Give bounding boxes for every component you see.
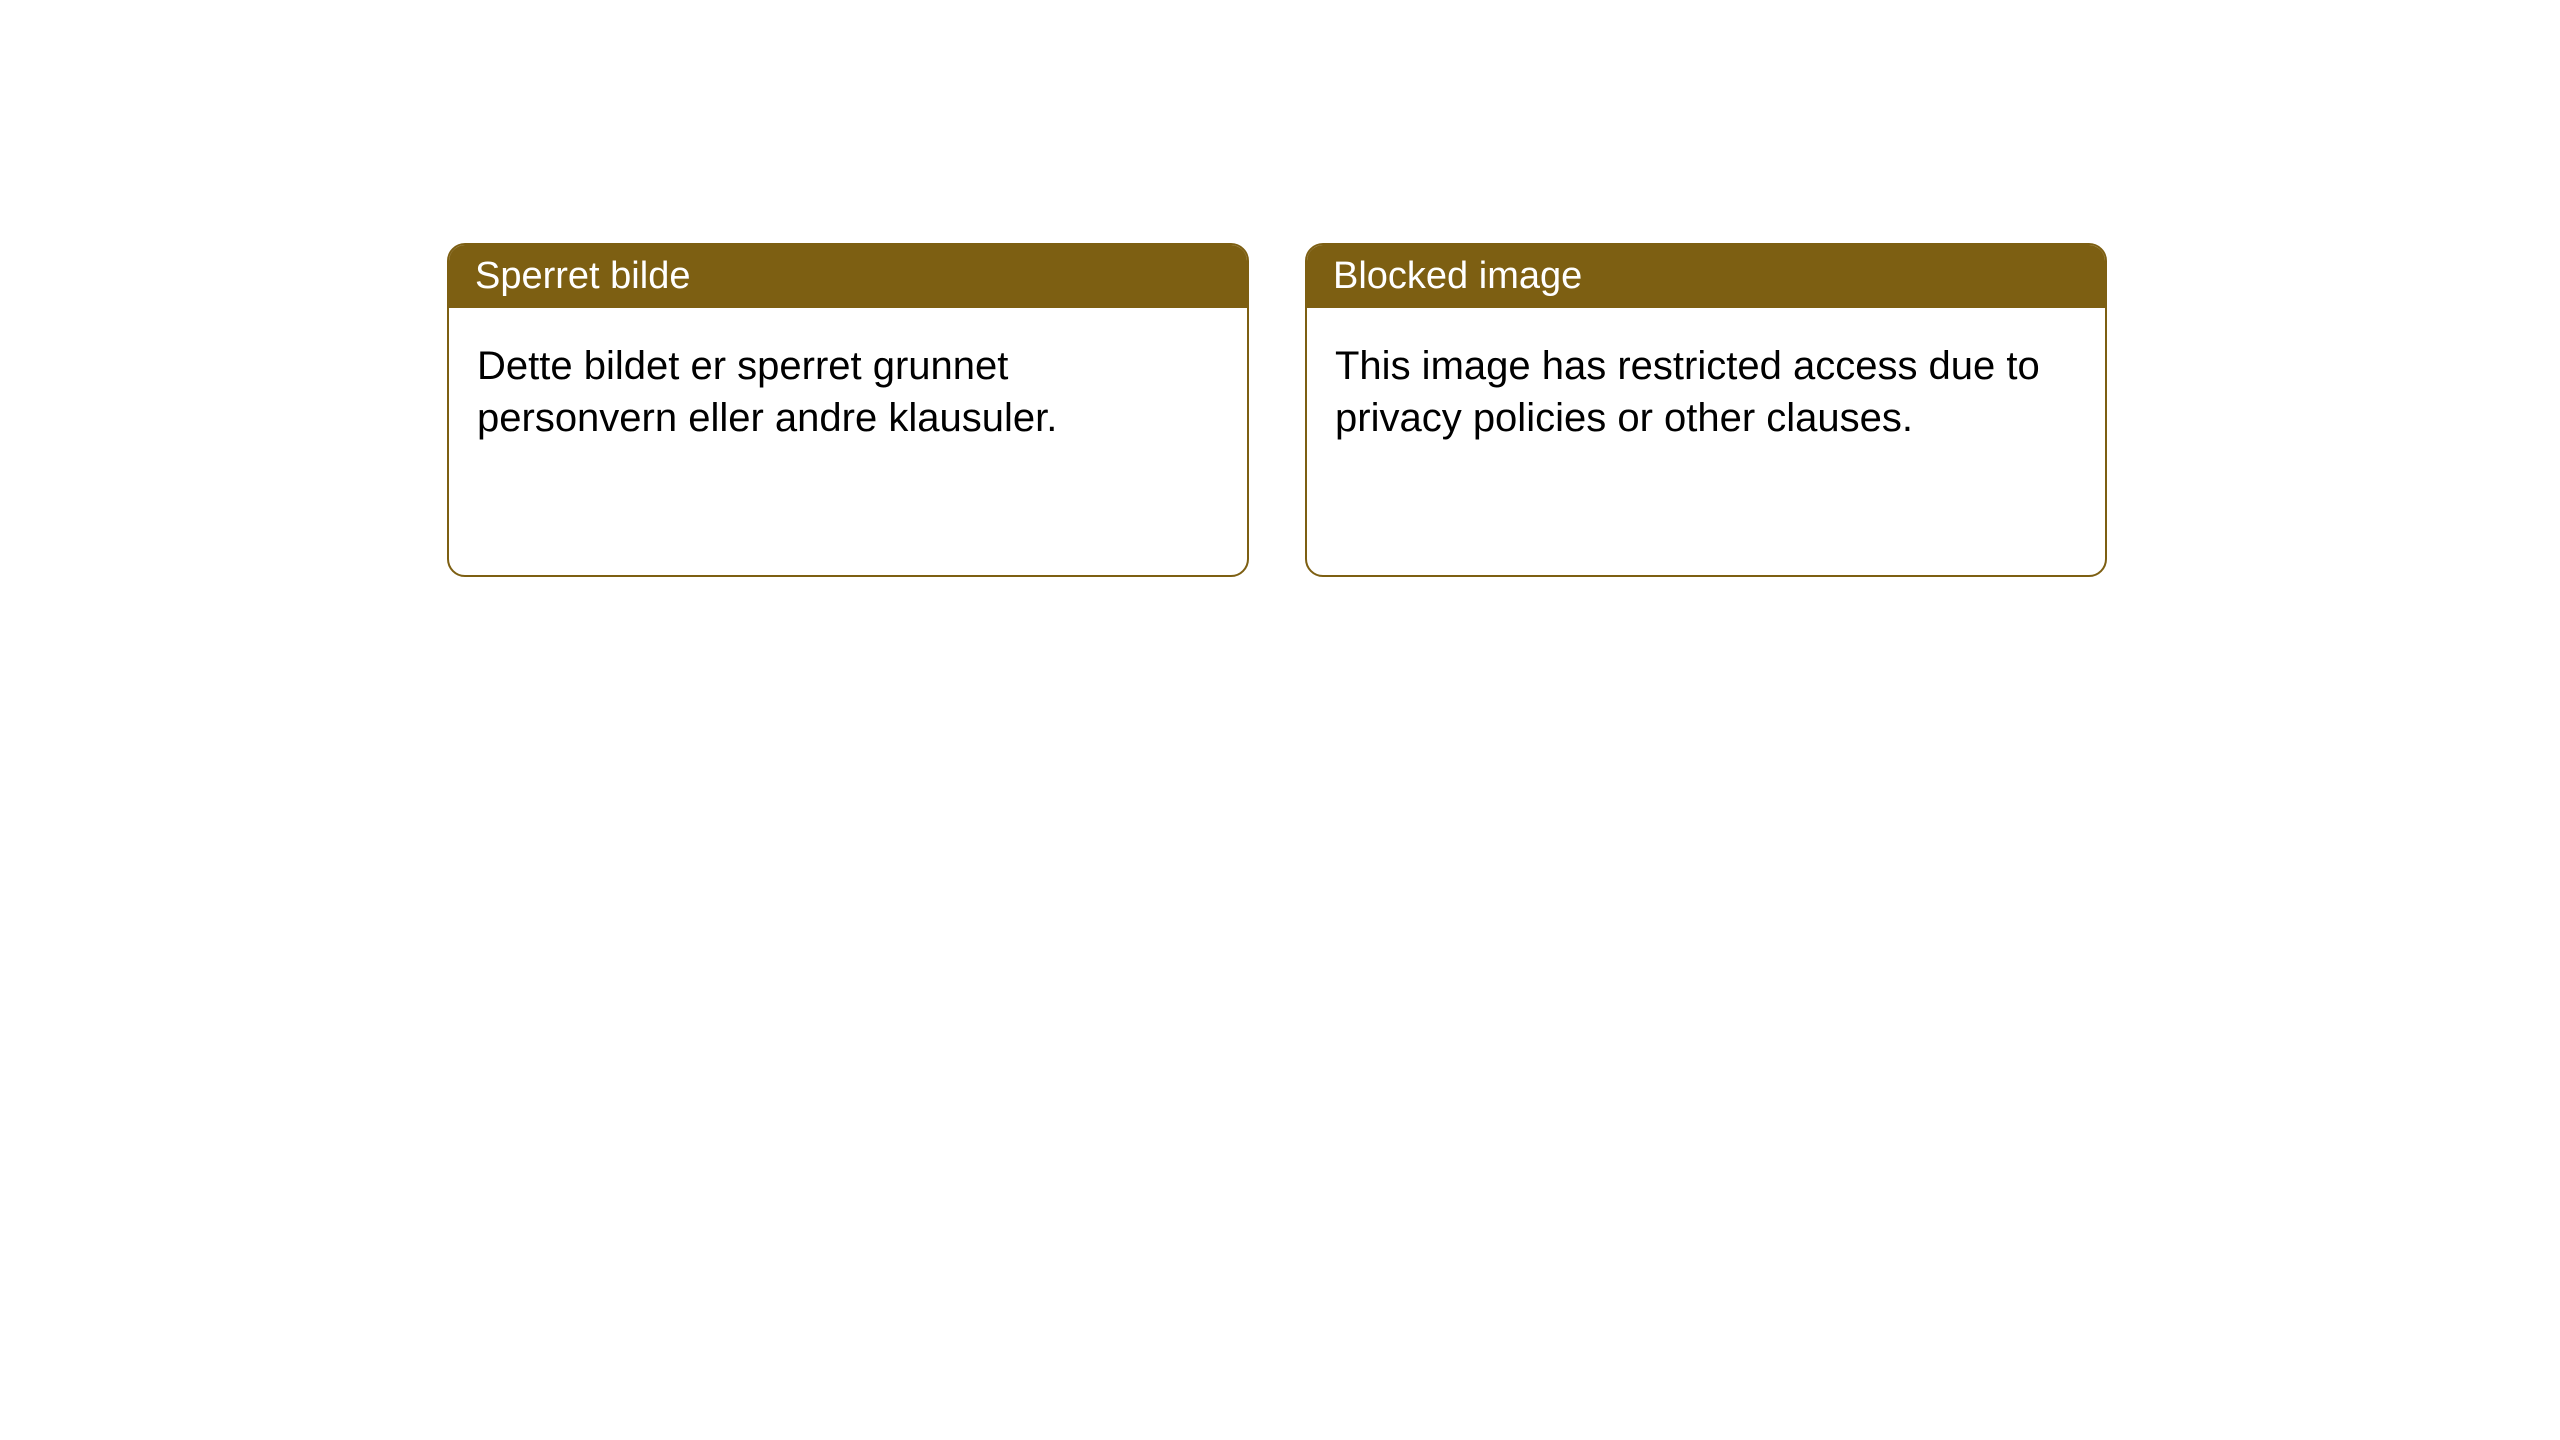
card-body-text: This image has restricted access due to …	[1335, 344, 2040, 440]
card-header-title: Sperret bilde	[475, 255, 690, 297]
card-header-title: Blocked image	[1333, 255, 1582, 297]
card-header: Blocked image	[1307, 245, 2105, 308]
card-body: Dette bildet er sperret grunnet personve…	[449, 308, 1247, 476]
card-header: Sperret bilde	[449, 245, 1247, 308]
blocked-image-card-norwegian: Sperret bilde Dette bildet er sperret gr…	[447, 243, 1249, 577]
card-body: This image has restricted access due to …	[1307, 308, 2105, 476]
blocked-image-card-english: Blocked image This image has restricted …	[1305, 243, 2107, 577]
card-body-text: Dette bildet er sperret grunnet personve…	[477, 344, 1057, 440]
notification-cards-container: Sperret bilde Dette bildet er sperret gr…	[447, 243, 2107, 577]
